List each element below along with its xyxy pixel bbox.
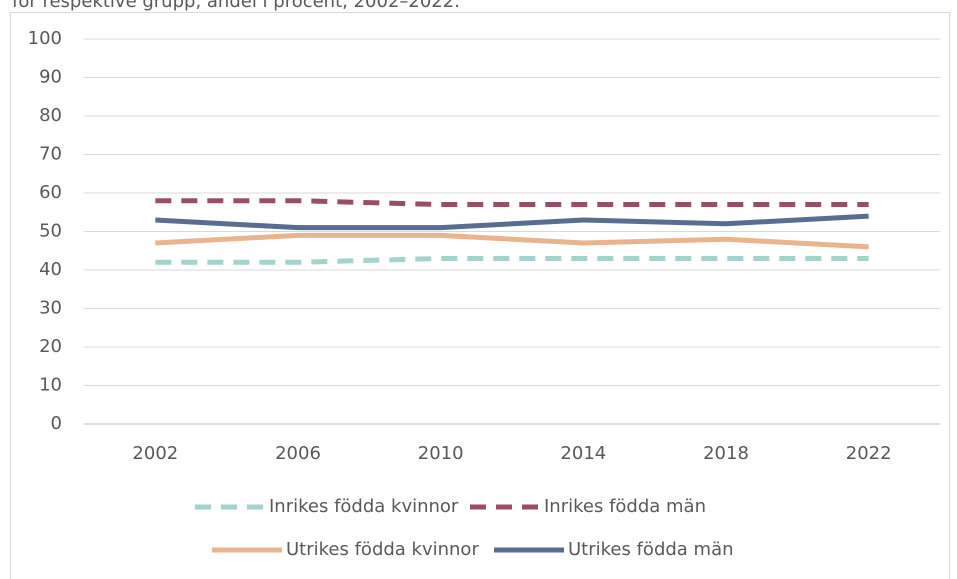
- legend-label: Inrikes födda kvinnor: [269, 496, 459, 517]
- y-tick-label: 20: [39, 336, 62, 357]
- y-tick-label: 100: [28, 28, 62, 49]
- legend-label: Utrikes födda kvinnor: [286, 539, 479, 560]
- legend-label: Utrikes födda män: [568, 539, 734, 560]
- chart-border: [10, 12, 950, 579]
- x-tick-label: 2018: [703, 443, 749, 464]
- series-line: [155, 255, 869, 265]
- legend-label: Inrikes födda män: [544, 496, 706, 517]
- chart-subtitle: för respektive grupp, andel i procent, 2…: [12, 0, 460, 12]
- y-tick-label: 10: [39, 375, 62, 396]
- x-tick-label: 2022: [846, 443, 892, 464]
- x-tick-label: 2006: [275, 443, 321, 464]
- y-tick-label: 40: [39, 259, 62, 280]
- series-line: [155, 198, 869, 208]
- y-tick-label: 90: [39, 67, 62, 88]
- x-tick-label: 2014: [560, 443, 606, 464]
- y-tick-label: 80: [39, 105, 62, 126]
- y-tick-label: 30: [39, 298, 62, 319]
- series-line: [155, 213, 869, 231]
- y-tick-label: 0: [51, 413, 62, 434]
- y-tick-label: 60: [39, 182, 62, 203]
- y-tick-label: 50: [39, 221, 62, 242]
- series-line: [155, 232, 869, 250]
- y-tick-label: 70: [39, 144, 62, 165]
- x-tick-label: 2002: [132, 443, 178, 464]
- x-tick-label: 2010: [418, 443, 464, 464]
